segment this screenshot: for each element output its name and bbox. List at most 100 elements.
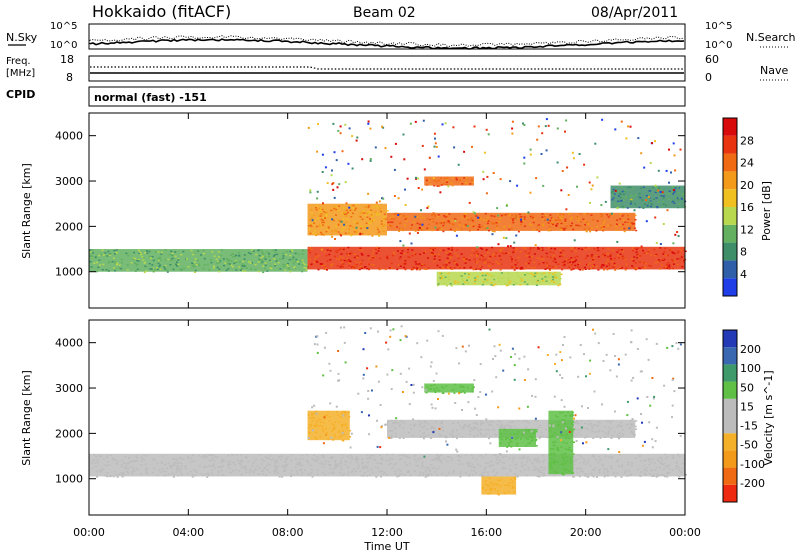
data-pixel	[187, 458, 190, 460]
data-pixel	[346, 253, 349, 255]
data-pixel	[491, 233, 494, 236]
data-pixel	[452, 470, 455, 472]
data-pixel	[186, 473, 189, 475]
data-pixel	[429, 365, 432, 368]
data-pixel	[635, 267, 637, 269]
data-pixel	[571, 259, 574, 262]
data-pixel	[575, 216, 578, 218]
data-pixel	[114, 253, 116, 255]
data-pixel	[347, 474, 350, 476]
data-pixel	[527, 438, 530, 440]
data-pixel	[314, 253, 317, 255]
data-pixel	[446, 460, 449, 462]
data-pixel	[338, 258, 341, 261]
data-pixel	[354, 207, 357, 210]
data-pixel	[334, 238, 336, 240]
data-pixel	[536, 475, 539, 477]
data-pixel	[602, 264, 605, 267]
data-pixel	[575, 422, 578, 424]
data-pixel	[275, 470, 278, 473]
data-pixel	[131, 460, 134, 463]
data-pixel	[316, 205, 319, 207]
data-pixel	[628, 470, 631, 472]
data-pixel	[573, 441, 575, 443]
data-pixel	[377, 250, 380, 252]
data-pixel	[420, 467, 423, 469]
data-pixel	[367, 233, 370, 236]
data-pixel	[347, 466, 350, 469]
data-pixel	[651, 458, 654, 461]
data-pixel	[682, 462, 685, 465]
data-pixel	[464, 223, 467, 226]
data-pixel	[324, 427, 327, 430]
data-pixel	[156, 462, 159, 464]
data-pixel	[629, 473, 632, 476]
data-pixel	[607, 426, 610, 429]
data-pixel	[252, 463, 254, 465]
data-pixel	[361, 259, 364, 262]
data-pixel	[113, 471, 116, 473]
data-pixel	[564, 227, 567, 230]
data-pixel	[514, 438, 517, 440]
data-pixel	[226, 262, 229, 265]
data-pixel	[611, 190, 614, 193]
data-pixel	[179, 269, 182, 271]
data-pixel	[396, 475, 399, 478]
data-pixel	[162, 470, 165, 472]
data-pixel	[584, 248, 587, 251]
data-pixel	[375, 201, 378, 204]
data-pixel	[450, 434, 453, 436]
data-pixel	[577, 458, 580, 460]
data-pixel	[657, 189, 660, 192]
data-pixel	[250, 268, 253, 270]
data-pixel	[602, 255, 605, 257]
data-pixel	[579, 225, 582, 227]
data-pixel	[461, 345, 464, 348]
data-pixel	[321, 472, 324, 474]
data-pixel	[137, 260, 140, 262]
data-pixel	[413, 221, 416, 223]
data-pixel	[509, 180, 512, 183]
data-pixel	[272, 458, 275, 461]
data-pixel	[344, 123, 347, 126]
data-pixel	[433, 384, 436, 386]
data-pixel	[663, 468, 666, 470]
data-pixel	[527, 368, 530, 371]
data-pixel	[362, 468, 364, 470]
data-pixel	[576, 255, 579, 258]
data-pixel	[678, 469, 681, 471]
data-pixel	[658, 201, 661, 203]
data-pixel	[90, 462, 93, 465]
data-pixel	[533, 253, 536, 255]
data-pixel	[640, 413, 642, 415]
data-pixel	[351, 207, 354, 209]
data-pixel	[315, 234, 318, 237]
data-pixel	[607, 448, 610, 451]
data-pixel	[349, 225, 352, 227]
data-pixel	[321, 221, 324, 224]
data-pixel	[487, 474, 490, 477]
data-pixel	[447, 272, 450, 275]
data-pixel	[407, 470, 410, 472]
data-pixel	[111, 458, 114, 461]
data-pixel	[523, 156, 526, 159]
data-pixel	[405, 455, 408, 457]
data-pixel	[663, 267, 666, 269]
data-pixel	[151, 471, 154, 474]
data-pixel	[499, 258, 502, 261]
data-pixel	[339, 125, 342, 128]
data-pixel	[596, 426, 599, 428]
data-pixel	[331, 218, 334, 221]
data-pixel	[481, 475, 484, 477]
data-pixel	[251, 249, 254, 251]
data-pixel	[170, 467, 172, 469]
data-pixel	[445, 436, 448, 439]
data-pixel	[268, 255, 270, 258]
data-pixel	[549, 219, 552, 222]
data-pixel	[580, 468, 583, 470]
data-pixel	[261, 473, 264, 475]
data-pixel	[303, 266, 306, 269]
data-pixel	[353, 256, 356, 259]
data-pixel	[502, 236, 505, 239]
data-pixel	[228, 263, 231, 265]
